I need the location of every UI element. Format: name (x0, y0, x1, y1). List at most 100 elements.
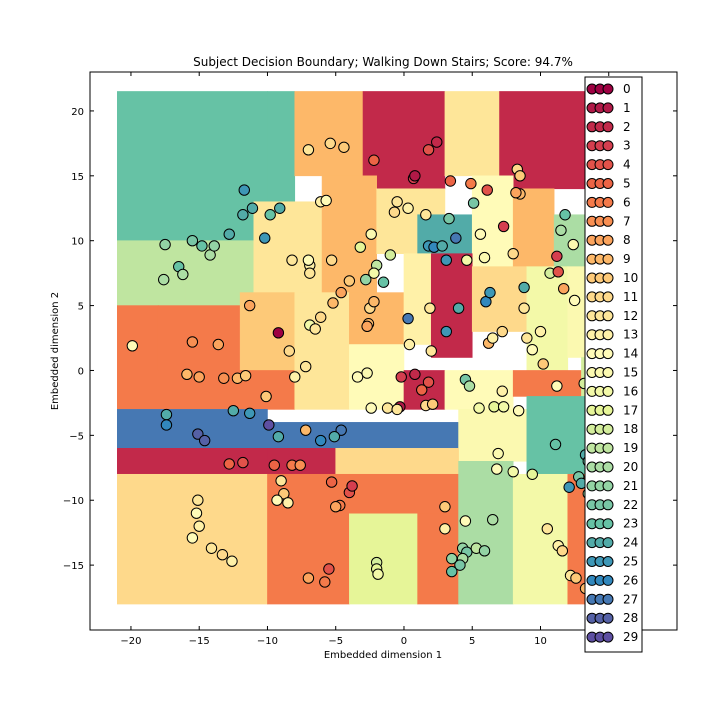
data-point-class-22 (443, 212, 455, 225)
data-point-class-14 (526, 344, 538, 356)
y-axis-label: Embedded dimension 2 (50, 292, 61, 410)
data-point-class-8 (557, 283, 570, 295)
decision-region-class-11 (335, 448, 459, 475)
legend-label-27: 27 (623, 592, 638, 606)
data-point-class-25 (259, 232, 271, 244)
data-point-class-10 (260, 390, 272, 403)
data-point-class-12 (309, 323, 321, 335)
data-point-class-9 (181, 368, 193, 381)
legend-label-10: 10 (623, 271, 638, 285)
data-point-class-23 (549, 438, 562, 451)
legend-marker (602, 480, 614, 492)
data-point-class-10 (239, 369, 252, 382)
data-point-class-8 (302, 572, 315, 584)
data-point-class-16 (368, 267, 380, 279)
data-point-class-5 (444, 175, 457, 187)
data-point-class-21 (478, 545, 491, 557)
data-point-class-14 (512, 404, 525, 417)
data-point-class-3 (497, 220, 510, 233)
legend-marker (602, 159, 614, 171)
legend-label-19: 19 (623, 441, 638, 455)
data-point-class-23 (446, 565, 458, 578)
data-point-class-20 (158, 273, 170, 286)
legend-marker (602, 121, 614, 133)
legend-marker (602, 367, 614, 378)
x-tick-label: 10 (534, 636, 547, 647)
data-point-class-18 (384, 249, 397, 261)
legend-marker (602, 461, 614, 473)
legend-marker (602, 574, 614, 586)
data-point-class-12 (275, 475, 287, 487)
data-point-class-13 (534, 325, 547, 338)
data-point-class-14 (190, 507, 203, 519)
data-point-class-7 (186, 336, 199, 348)
data-point-class-21 (446, 552, 458, 565)
decision-region-class-27 (267, 422, 459, 449)
data-point-class-4 (237, 456, 249, 469)
data-point-class-14 (474, 228, 487, 240)
legend-marker (602, 631, 614, 643)
data-point-class-21 (159, 238, 171, 251)
data-point-class-25 (563, 481, 575, 493)
legend-label-29: 29 (623, 630, 638, 644)
data-point-class-10 (426, 398, 439, 410)
legend-label-4: 4 (623, 158, 631, 172)
decision-region-class-27 (117, 409, 268, 449)
legend-marker (602, 140, 614, 152)
legend-marker (602, 518, 614, 530)
data-point-class-21 (360, 273, 372, 286)
data-point-class-25 (484, 286, 496, 299)
data-point-class-14 (459, 515, 472, 527)
data-point-class-11 (556, 545, 569, 557)
legend-label-17: 17 (623, 403, 638, 417)
data-point-class-4 (481, 184, 493, 196)
legend-label-26: 26 (623, 573, 638, 587)
data-point-class-26 (315, 434, 327, 447)
data-point-class-25 (238, 184, 250, 196)
data-point-class-14 (568, 294, 581, 307)
legend-marker (602, 310, 614, 322)
decision-region-class-2 (362, 91, 446, 190)
data-point-class-8 (510, 186, 522, 199)
decision-region-class-17 (349, 512, 418, 605)
data-point-class-29 (263, 419, 275, 431)
y-tick-label: 5 (78, 302, 84, 313)
chart-title: Subject Decision Boundary; Walking Down … (193, 55, 573, 69)
data-point-class-23 (377, 276, 390, 288)
legend-label-23: 23 (623, 517, 638, 531)
data-point-class-5 (368, 154, 380, 166)
data-point-class-17 (526, 468, 538, 480)
data-point-class-0 (272, 327, 285, 339)
data-point-class-10 (537, 358, 549, 370)
data-point-class-7 (294, 459, 306, 471)
y-tick-label: 20 (71, 107, 84, 118)
decision-region-class-9 (512, 188, 555, 280)
data-point-class-25 (244, 407, 256, 419)
data-point-class-22 (454, 559, 466, 571)
data-point-class-5 (268, 459, 280, 471)
x-tick-label: 5 (469, 636, 475, 647)
data-point-class-9 (368, 295, 380, 308)
data-point-class-13 (439, 523, 451, 535)
data-point-class-23 (196, 240, 208, 252)
decision-region-class-6 (512, 370, 582, 397)
data-point-class-27 (450, 232, 462, 244)
legend-label-13: 13 (623, 328, 638, 342)
decision-region-class-6 (117, 305, 159, 371)
data-point-class-22 (467, 197, 480, 209)
legend-marker (602, 329, 614, 341)
data-point-class-15 (492, 447, 504, 460)
data-point-class-14 (126, 340, 139, 352)
legend-label-24: 24 (623, 536, 638, 550)
y-tick-label: 15 (71, 172, 84, 183)
decision-region-class-12 (294, 292, 350, 358)
data-point-class-10 (343, 275, 356, 287)
legend-label-20: 20 (623, 460, 638, 474)
legend-label-6: 6 (623, 195, 631, 209)
legend-marker (602, 102, 614, 114)
data-point-class-3 (395, 371, 407, 383)
data-point-class-11 (325, 254, 338, 266)
data-point-class-12 (521, 332, 533, 344)
legend-marker (602, 272, 614, 284)
